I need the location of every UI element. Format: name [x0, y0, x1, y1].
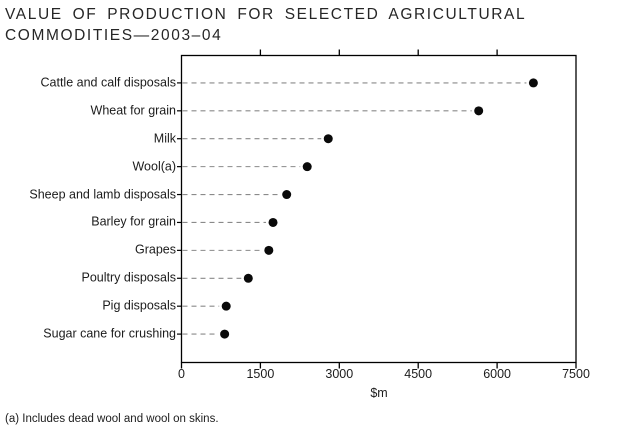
chart-title: VALUE OF PRODUCTION FOR SELECTED AGRICUL…	[5, 4, 526, 46]
x-tick-label-0: 0	[178, 367, 185, 381]
data-point-dot	[302, 162, 312, 172]
chart-title-line1: VALUE OF PRODUCTION FOR SELECTED AGRICUL…	[5, 6, 527, 23]
category-label-barley: Barley for grain	[91, 215, 176, 230]
chart-title-line2: COMMODITIES—2003–04	[5, 27, 223, 44]
x-tick-label-3000: 3000	[325, 367, 354, 381]
category-label-grapes: Grapes	[135, 243, 176, 258]
x-tick-label-4500: 4500	[404, 367, 433, 381]
data-point-dot	[264, 245, 274, 255]
x-tick-label-7500: 7500	[562, 367, 590, 381]
data-point-dot	[268, 217, 278, 227]
category-label-sheep: Sheep and lamb disposals	[29, 187, 176, 202]
category-label-cattle: Cattle and calf disposals	[40, 75, 177, 90]
data-point-dot	[221, 301, 231, 311]
data-point-dot	[528, 78, 538, 88]
x-axis-title: $m	[370, 386, 388, 400]
category-label-pig: Pig disposals	[102, 298, 176, 313]
category-label-sugar: Sugar cane for crushing	[43, 326, 176, 341]
data-point-dot	[220, 329, 230, 339]
plot-frame	[180, 54, 577, 364]
category-label-wool: Wool(a)	[132, 159, 176, 174]
footnote: (a) Includes dead wool and wool on skins…	[5, 413, 219, 425]
x-tick-label-6000: 6000	[483, 367, 511, 381]
data-point-dot	[282, 190, 292, 200]
category-label-milk: Milk	[153, 131, 176, 146]
category-label-poultry: Poultry disposals	[81, 270, 177, 285]
category-label-wheat: Wheat for grain	[90, 103, 176, 118]
data-point-dot	[243, 273, 253, 283]
x-tick-label-1500: 1500	[246, 367, 275, 381]
data-point-dot	[474, 106, 484, 116]
data-point-dot	[323, 134, 333, 144]
